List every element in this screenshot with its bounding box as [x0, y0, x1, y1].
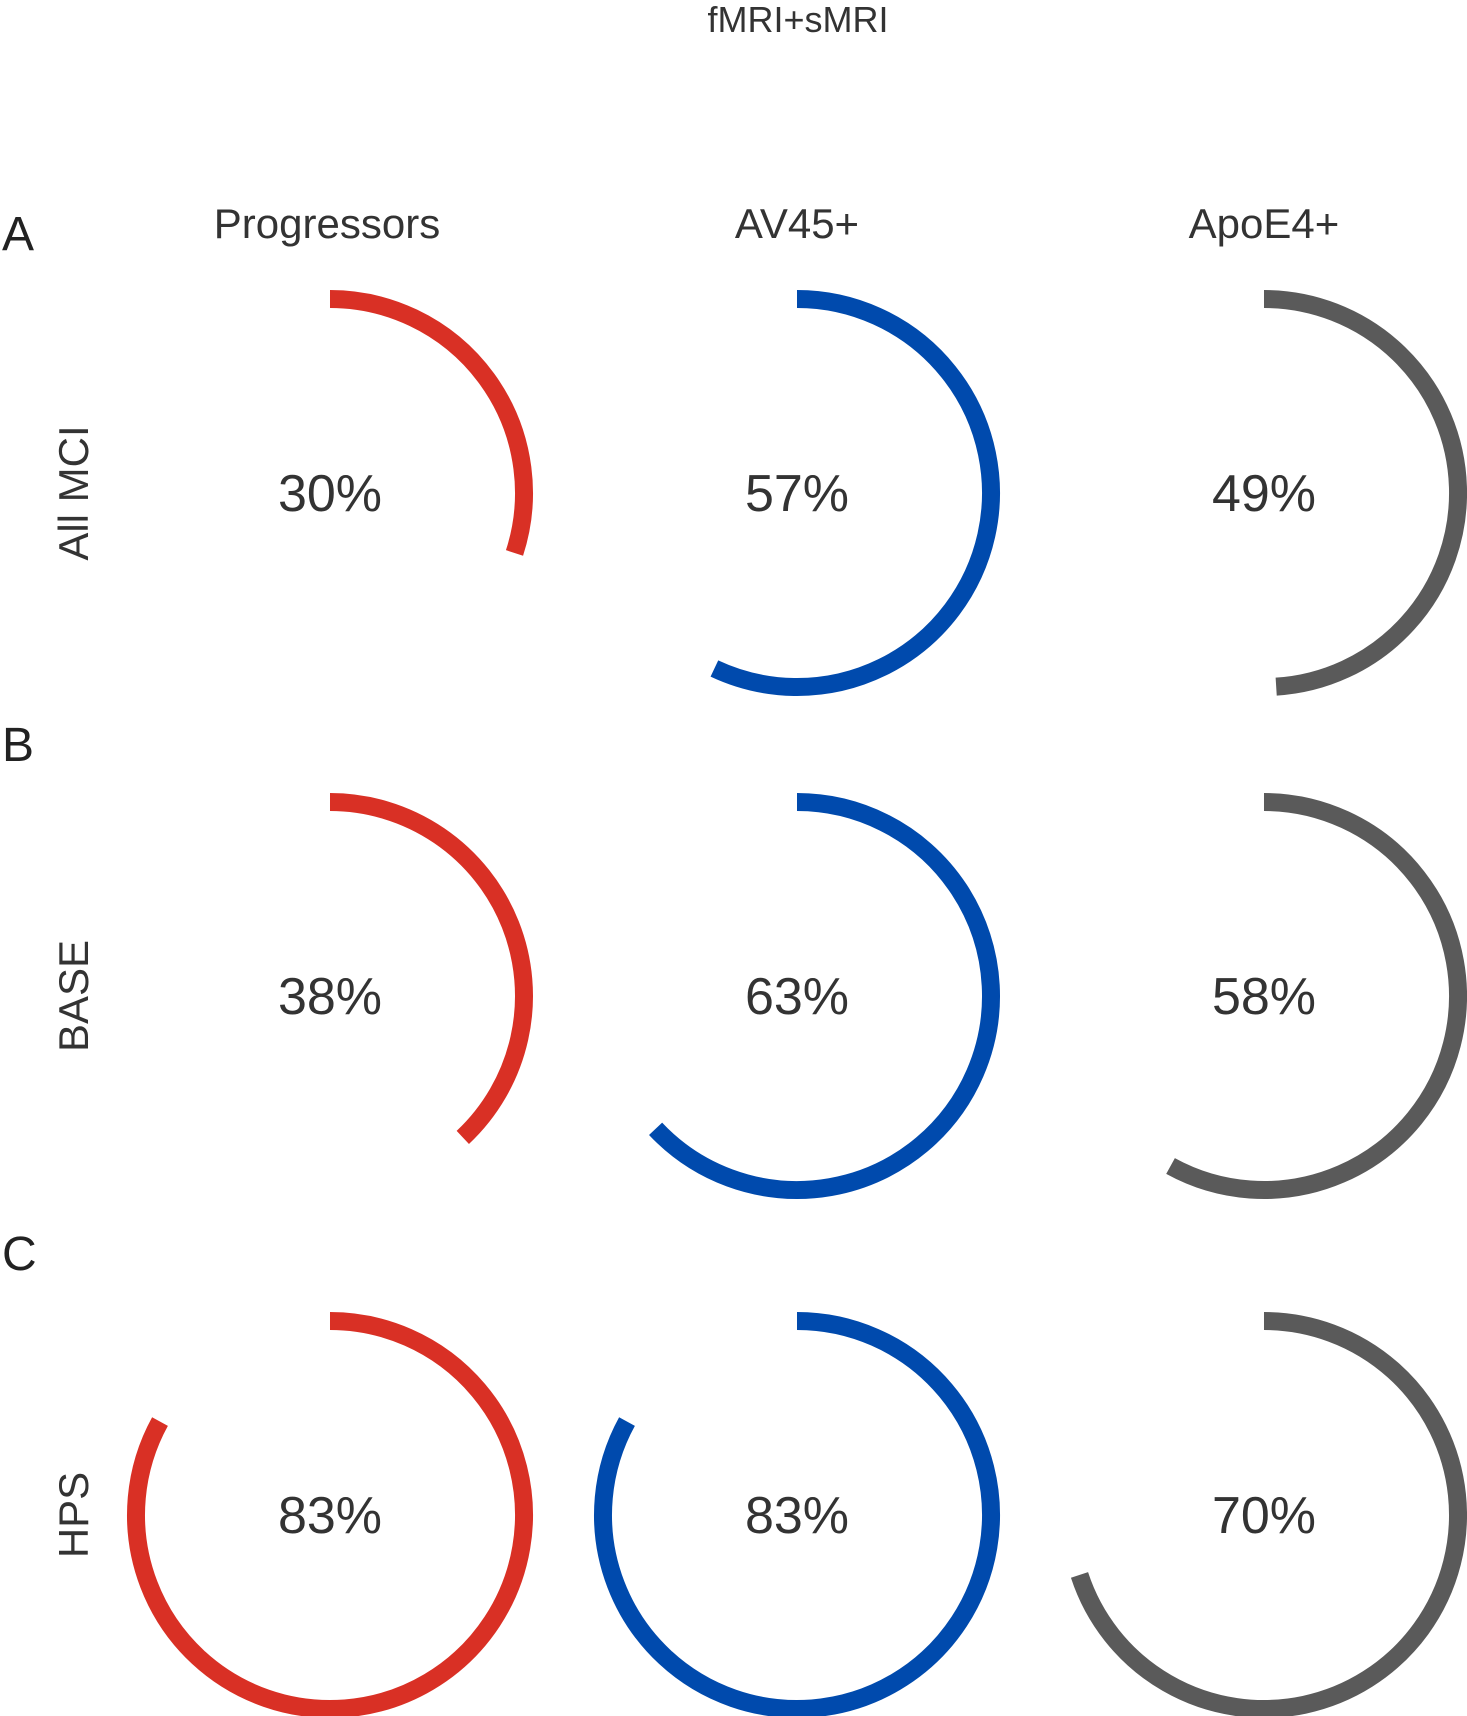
panel-letter-c: C [2, 1228, 37, 1281]
value-label-hps-av45: 83% [745, 1487, 849, 1545]
value-label-hps-progressors: 83% [278, 1487, 382, 1545]
chart-title: fMRI+sMRI [707, 0, 888, 40]
arc-hps-av45 [594, 1312, 1000, 1716]
column-label-progressors: Progressors [214, 200, 440, 247]
arc-hps-apoe4 [1070, 1312, 1467, 1716]
arc-base-apoe4 [1166, 793, 1467, 1199]
value-label-hps-apoe4: 70% [1212, 1487, 1316, 1545]
column-label-apoe4: ApoE4+ [1189, 200, 1340, 247]
value-label-all-mci-av45: 57% [745, 465, 849, 523]
value-label-base-av45: 63% [745, 968, 849, 1026]
row-label-base: BASE [50, 940, 97, 1052]
arc-hps-progressors [127, 1312, 533, 1716]
column-label-av45: AV45+ [735, 200, 859, 247]
arc-all-mci-av45 [710, 290, 1000, 696]
arc-base-progressors [329, 793, 533, 1144]
value-label-base-progressors: 38% [278, 968, 382, 1026]
row-label-hps: HPS [50, 1472, 97, 1558]
value-label-base-apoe4: 58% [1212, 968, 1316, 1026]
panel-letter-a: A [2, 208, 34, 261]
arcs-layer: 30% 57% 49% 38% 63% 58% 83% 83% 70% [127, 290, 1467, 1716]
row-label-all-mci: All MCI [50, 425, 97, 560]
arc-base-av45 [649, 793, 1000, 1199]
value-label-all-mci-apoe4: 49% [1212, 465, 1316, 523]
value-label-all-mci-progressors: 30% [278, 465, 382, 523]
panel-letter-b: B [2, 719, 34, 772]
arc-all-mci-apoe4 [1263, 290, 1467, 696]
arc-all-mci-progressors [329, 290, 533, 556]
